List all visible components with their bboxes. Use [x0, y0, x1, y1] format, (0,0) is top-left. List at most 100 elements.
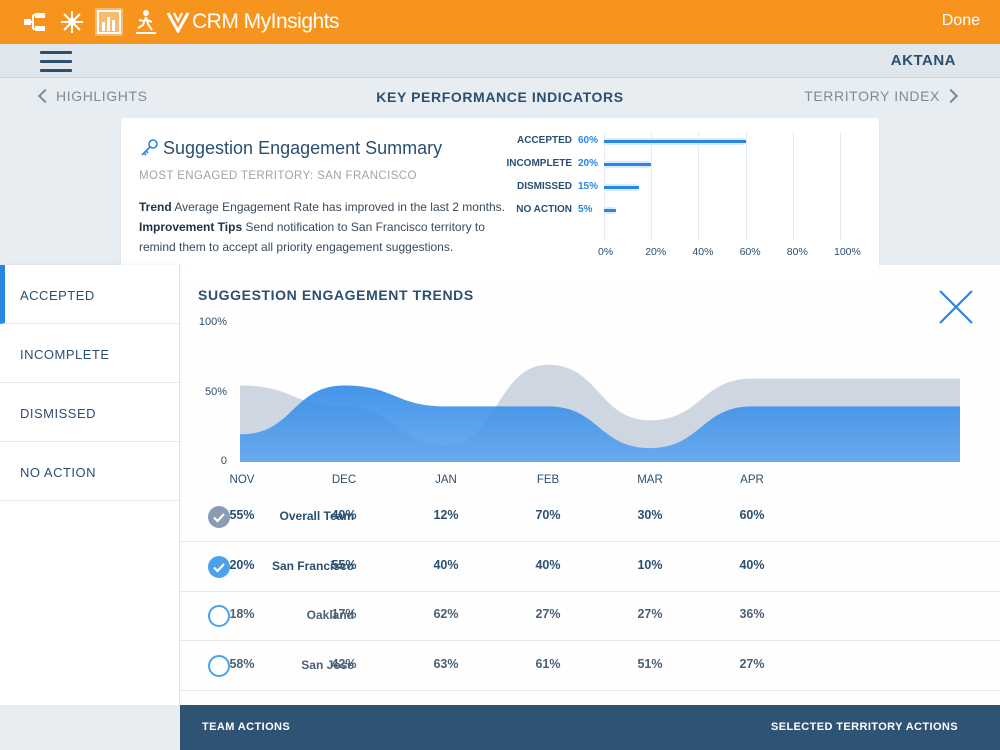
side-menu-item-label: ACCEPTED [20, 288, 95, 303]
territory-value: 36% [739, 607, 765, 621]
trend-label: Trend [139, 200, 172, 214]
summary-bar-value: 15% [578, 181, 599, 192]
territory-row: San Francisco 20% 55% 40% 40% 10% 40% [180, 543, 1000, 592]
card-subtitle: MOST ENGAGED TERRITORY: SAN FRANCISCO [139, 170, 417, 182]
next-label: TERRITORY INDEX [804, 88, 940, 104]
territory-value: 40% [331, 508, 357, 522]
next-territory-index-link[interactable]: TERRITORY INDEX [804, 88, 959, 104]
checked-icon[interactable] [208, 506, 230, 528]
unchecked-circle-icon[interactable] [208, 605, 230, 627]
summary-tick-label: 0% [598, 246, 614, 258]
side-menu-item-label: DISMISSED [20, 406, 97, 421]
summary-bar-label: ACCEPTED [516, 135, 572, 146]
org-chart-icon[interactable] [22, 8, 50, 36]
x-axis-month-label: APR [740, 474, 764, 486]
territory-row: Oakland 18% 17% 62% 27% 27% 36% [180, 592, 1000, 641]
territory-name: San Jose [301, 657, 354, 672]
y-axis-label: 50% [204, 385, 227, 398]
page-title: KEY PERFORMANCE INDICATORS [376, 89, 624, 105]
side-menu-item-incomplete[interactable]: INCOMPLETE [0, 324, 179, 383]
territory-value: 27% [739, 656, 765, 671]
checked-icon[interactable] [208, 555, 230, 578]
done-button[interactable]: Done [941, 12, 980, 29]
territory-value: 20% [229, 557, 255, 572]
company-logo: AKTANA [890, 52, 956, 69]
territory-value: 30% [637, 508, 663, 522]
summary-grid-line [698, 132, 700, 240]
side-menu-item-label: INCOMPLETE [20, 347, 110, 362]
tips-text: Send notification to San Francisco terri… [139, 220, 485, 254]
app-title: CRM MyInsights [192, 10, 340, 33]
side-menu-item-accepted[interactable]: ACCEPTED [0, 265, 179, 324]
x-axis-month-label: FEB [536, 474, 560, 486]
prev-highlights-link[interactable]: HIGHLIGHTS [37, 88, 148, 104]
kpi-nav: HIGHLIGHTS KEY PERFORMANCE INDICATORS TE… [0, 78, 1000, 118]
key-icon [141, 139, 158, 156]
summary-bar-label: NO ACTION [516, 204, 572, 215]
territory-value: 40% [739, 557, 765, 572]
territory-name: Overall Team [279, 509, 354, 523]
trends-panel: SUGGESTION ENGAGEMENT TRENDS 100% 50% 0 NOV… [180, 265, 1000, 705]
summary-tick-label: 60% [739, 246, 761, 258]
engagement-summary-card: Suggestion Engagement Summary MOST ENGAG… [121, 118, 879, 283]
territory-row: Overall Team 55% 40% 12% 70% 30% 60% [180, 493, 1000, 542]
summary-tick-label: 80% [786, 246, 808, 258]
unchecked-circle-icon[interactable] [208, 654, 230, 677]
territory-value: 42% [331, 656, 357, 671]
summary-bar-label: INCOMPLETE [506, 158, 572, 169]
territory-value: 60% [739, 508, 765, 522]
territory-value: 51% [637, 656, 663, 671]
territory-name: Oakland [306, 608, 354, 622]
territory-name: San Francisco [271, 558, 354, 573]
trend-text: Average Engagement Rate has improved in … [174, 200, 505, 214]
menu-icon[interactable] [40, 51, 72, 73]
summary-bar-value: 5% [578, 204, 593, 215]
summary-bar [604, 163, 652, 166]
team-actions-button[interactable]: TEAM ACTIONS [202, 721, 291, 733]
territory-value: 70% [535, 508, 561, 522]
summary-grid-line [840, 132, 841, 240]
selected-territory-actions-button[interactable]: SELECTED TERRITORY ACTIONS [770, 721, 958, 733]
area-series-san-francisco [240, 385, 960, 462]
trends-title: SUGGESTION ENGAGEMENT TRENDS [198, 287, 474, 303]
summary-bar-row: DISMISSED 15% [516, 181, 866, 195]
side-menu-item-no-action[interactable]: NO ACTION [0, 442, 179, 501]
walking-person-icon[interactable] [132, 8, 160, 36]
summary-grid-line [745, 132, 747, 240]
summary-bar-value: 60% [578, 135, 599, 146]
summary-bar [604, 186, 640, 189]
network-icon[interactable] [58, 8, 86, 36]
summary-grid-line [792, 132, 794, 240]
summary-grid-line [651, 132, 653, 240]
trend-area-chart [240, 364, 960, 462]
summary-bar [604, 209, 616, 212]
top-bar: CRM MyInsights Done [0, 0, 1000, 44]
app-logo: CRM MyInsights [166, 8, 340, 36]
summary-tick-label: 40% [692, 246, 714, 258]
summary-bar-value: 20% [578, 158, 599, 169]
territory-value: 63% [433, 656, 459, 671]
summary-tick-label: 20% [645, 246, 667, 258]
territory-value: 40% [433, 557, 459, 572]
summary-tick-label: 100% [834, 246, 861, 258]
card-body: Trend Average Engagement Rate has improv… [139, 197, 509, 257]
territory-value: 12% [433, 508, 459, 522]
status-side-menu: ACCEPTED INCOMPLETE DISMISSED NO ACTION [0, 265, 180, 705]
summary-bar [604, 140, 746, 143]
summary-bar-label: DISMISSED [516, 181, 572, 192]
bar-chart-icon[interactable] [95, 8, 123, 36]
territory-value: 55% [229, 508, 255, 522]
close-icon[interactable] [936, 287, 976, 327]
side-menu-item-dismissed[interactable]: DISMISSED [0, 383, 179, 442]
territory-value: 27% [637, 607, 663, 621]
territory-value: 18% [229, 607, 255, 621]
card-title: Suggestion Engagement Summary [163, 138, 443, 158]
left-footer [0, 705, 180, 750]
chevron-right-icon [943, 88, 959, 104]
territory-value: 62% [433, 607, 459, 621]
territory-value: 27% [535, 607, 561, 621]
side-menu-item-label: NO ACTION [20, 465, 97, 480]
territory-value: 58% [229, 656, 255, 671]
territory-value: 17% [331, 607, 357, 621]
territory-value: 40% [535, 557, 561, 572]
